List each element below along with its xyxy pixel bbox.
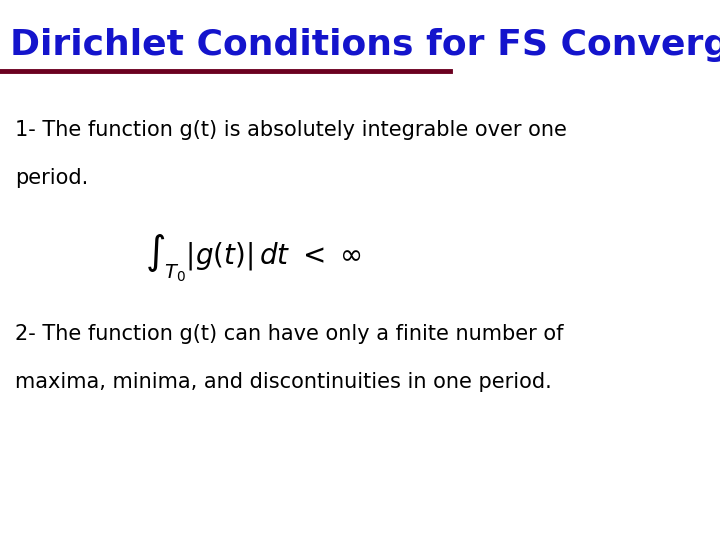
Text: maxima, minima, and discontinuities in one period.: maxima, minima, and discontinuities in o… [15, 372, 552, 392]
Text: $\int_{T_0} |g(t)|\,dt \ < \ \infty$: $\int_{T_0} |g(t)|\,dt \ < \ \infty$ [145, 232, 362, 284]
Text: period.: period. [15, 168, 88, 188]
Text: 2- The function g(t) can have only a finite number of: 2- The function g(t) can have only a fin… [15, 323, 563, 344]
Text: 1- The function g(t) is absolutely integrable over one: 1- The function g(t) is absolutely integ… [15, 119, 567, 139]
Text: Dirichlet Conditions for FS Convergence: Dirichlet Conditions for FS Convergence [10, 28, 720, 62]
